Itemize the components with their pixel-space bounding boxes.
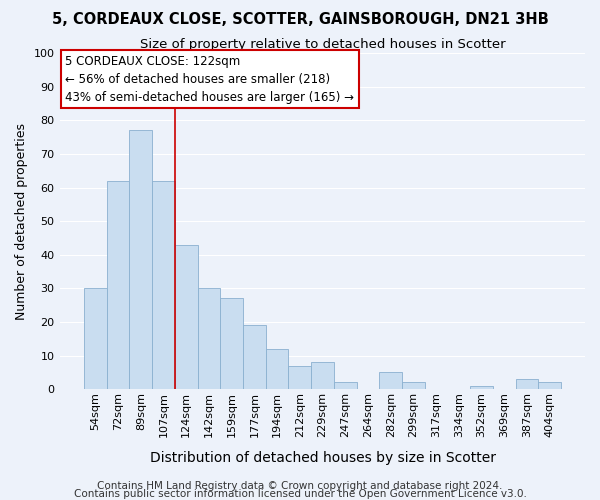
- Bar: [266, 349, 289, 389]
- Title: Size of property relative to detached houses in Scotter: Size of property relative to detached ho…: [140, 38, 505, 51]
- Text: 5 CORDEAUX CLOSE: 122sqm
← 56% of detached houses are smaller (218)
43% of semi-: 5 CORDEAUX CLOSE: 122sqm ← 56% of detach…: [65, 54, 355, 104]
- Bar: [152, 181, 175, 389]
- Bar: [220, 298, 243, 389]
- Bar: [197, 288, 220, 389]
- Text: Contains HM Land Registry data © Crown copyright and database right 2024.: Contains HM Land Registry data © Crown c…: [97, 481, 503, 491]
- Bar: [243, 326, 266, 389]
- Bar: [175, 244, 197, 389]
- Bar: [515, 379, 538, 389]
- Y-axis label: Number of detached properties: Number of detached properties: [15, 122, 28, 320]
- Bar: [402, 382, 425, 389]
- Bar: [379, 372, 402, 389]
- Text: 5, CORDEAUX CLOSE, SCOTTER, GAINSBOROUGH, DN21 3HB: 5, CORDEAUX CLOSE, SCOTTER, GAINSBOROUGH…: [52, 12, 548, 28]
- Bar: [311, 362, 334, 389]
- Bar: [470, 386, 493, 389]
- Bar: [107, 181, 130, 389]
- Bar: [289, 366, 311, 389]
- Bar: [538, 382, 561, 389]
- X-axis label: Distribution of detached houses by size in Scotter: Distribution of detached houses by size …: [149, 451, 496, 465]
- Bar: [130, 130, 152, 389]
- Bar: [334, 382, 356, 389]
- Text: Contains public sector information licensed under the Open Government Licence v3: Contains public sector information licen…: [74, 489, 526, 499]
- Bar: [84, 288, 107, 389]
